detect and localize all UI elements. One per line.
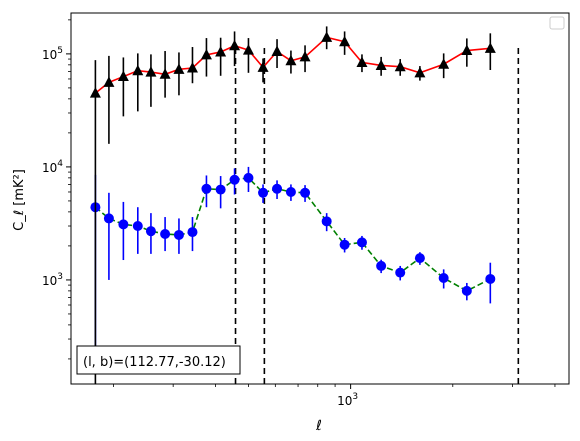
black-series-point-21 <box>394 60 406 72</box>
blue-series-point-8 <box>187 227 198 238</box>
black-series-point-10 <box>215 45 227 57</box>
y-tick-label-1: 103 <box>42 272 63 288</box>
annotation-text: (l, b)=(112.77,-30.12) <box>83 355 226 370</box>
y-tick-label-2: 104 <box>42 159 63 175</box>
black-series-point-14 <box>271 45 283 56</box>
black-series-point-20 <box>375 59 387 70</box>
legend-box <box>549 16 565 30</box>
black-series-point-19 <box>356 56 368 67</box>
blue-series-point-25 <box>485 273 496 284</box>
y-axis-label: C_ℓ [mK²] <box>12 169 27 231</box>
blue-series-point-24 <box>461 285 472 296</box>
black-series-point-6 <box>159 68 171 79</box>
black-series-point-1 <box>89 87 101 98</box>
black-series-point-11 <box>229 39 241 51</box>
blue-series-point-2 <box>103 213 114 224</box>
blue-series-point-16 <box>300 187 311 198</box>
black-series-point-22 <box>414 66 426 78</box>
black-series-point-16 <box>299 50 311 62</box>
blue-series-point-21 <box>395 267 406 278</box>
blue-series-point-20 <box>376 260 387 271</box>
blue-series-point-23 <box>438 273 449 284</box>
black-series-point-7 <box>173 63 185 74</box>
blue-series-point-3 <box>118 219 129 230</box>
annotation-box: (l, b)=(112.77,-30.12) <box>76 345 241 375</box>
blue-series-point-15 <box>285 186 296 197</box>
black-series-point-17 <box>321 31 333 42</box>
black-series-point-25 <box>484 42 496 53</box>
blue-series-point-5 <box>145 226 156 237</box>
blue-series-point-12 <box>243 172 254 183</box>
blue-series-point-10 <box>215 184 226 195</box>
black-series-point-8 <box>186 62 198 73</box>
black-series-point-12 <box>242 44 254 55</box>
black-series-point-4 <box>132 64 144 76</box>
black-series-point-24 <box>461 44 473 56</box>
blue-series-point-9 <box>201 183 212 194</box>
black-series-point-13 <box>257 61 269 72</box>
blue-series-point-19 <box>356 237 367 248</box>
x-axis-label: ℓ <box>315 418 322 434</box>
black-series-point-3 <box>117 70 129 82</box>
plot-frame <box>70 12 570 385</box>
blue-series-point-4 <box>132 221 143 232</box>
y-tick-label-3: 105 <box>42 46 63 62</box>
blue-series-point-22 <box>414 253 425 264</box>
blue-series-point-18 <box>339 239 350 250</box>
black-series-point-5 <box>145 66 157 77</box>
black-series-point-23 <box>438 58 450 69</box>
blue-series-point-11 <box>229 174 240 185</box>
blue-series-point-6 <box>160 228 171 239</box>
blue-series-point-13 <box>258 187 269 198</box>
blue-series-point-17 <box>321 216 332 227</box>
blue-series-point-14 <box>272 183 283 194</box>
black-series-point-9 <box>200 48 212 60</box>
black-series-point-18 <box>339 35 351 47</box>
x-tick-label-1: 103 <box>337 392 358 408</box>
blue-series-point-7 <box>173 229 184 240</box>
black-series-point-2 <box>103 76 115 87</box>
black-series-point-15 <box>285 54 297 66</box>
